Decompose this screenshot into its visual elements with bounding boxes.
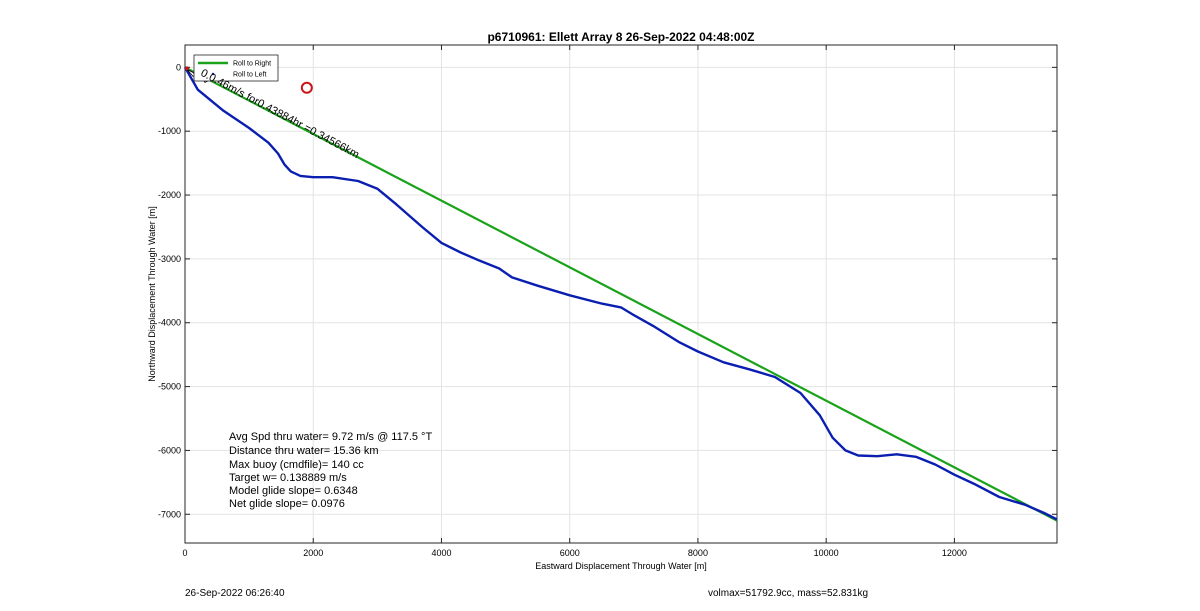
annotation-distance: Distance thru water= 15.36 km	[229, 445, 379, 457]
legend-label-roll-left: Roll to Left	[233, 72, 267, 79]
y-tick-label: -7000	[158, 509, 181, 519]
annotation-target-w: Target w= 0.138889 m/s	[229, 472, 347, 484]
y-tick-label: -6000	[158, 445, 181, 455]
grid	[184, 45, 1057, 543]
x-tick-label: 2000	[303, 548, 323, 558]
y-tick-label: -2000	[158, 190, 181, 200]
y-tick-label: -4000	[158, 318, 181, 328]
series-group	[183, 66, 1058, 522]
legend-label-roll-right: Roll to Right	[233, 61, 271, 68]
legend-box	[193, 54, 279, 82]
x-tick-label: 4000	[431, 548, 451, 558]
y-tick-label: -3000	[158, 254, 181, 264]
start-marker	[185, 66, 189, 71]
legend-swatch-roll-left	[211, 72, 215, 76]
annotation-max-buoy: Max buoy (cmdfile)= 140 cc	[229, 459, 364, 471]
annotation-model-glide: Model glide slope= 0.6348	[229, 485, 358, 497]
chart-title: p6710961: Ellett Array 8 26-Sep-2022 04:…	[487, 30, 754, 44]
y-tick-label: -1000	[158, 126, 181, 136]
legend: Roll to Right Roll to Left	[193, 54, 279, 82]
y-tick-label: 0	[176, 62, 181, 72]
series-line-roll-left	[183, 66, 1058, 521]
x-axis-label: Eastward Displacement Through Water [m]	[535, 561, 707, 571]
axis-ticks: 0 2000 4000 6000 8000 10000 12000 0 -1000 -2000 -3…	[158, 45, 1057, 558]
target-marker	[300, 81, 313, 94]
series-line-roll-right	[184, 66, 1058, 522]
y-axis-label: Northward Displacement Through Water [m]	[147, 206, 157, 382]
plot-area-frame	[184, 44, 1058, 544]
footer-volmax-mass: volmax=51792.9cc, mass=52.831kg	[708, 588, 869, 599]
x-tick-label: 10000	[814, 548, 839, 558]
y-tick-label: -5000	[158, 382, 181, 392]
annotation-net-glide: Net glide slope= 0.0976	[229, 498, 345, 510]
footer-timestamp: 26-Sep-2022 06:26:40	[185, 588, 285, 599]
current-vector-label: 0.0.46m/s for0.43884hr =0.34566km	[199, 67, 361, 161]
stats-annotations: Avg Spd thru water= 9.72 m/s @ 117.5 °T …	[229, 431, 432, 510]
x-tick-label: 8000	[688, 548, 708, 558]
x-tick-label: 12000	[942, 548, 967, 558]
x-tick-label: 0	[182, 548, 187, 558]
annotation-avg-speed: Avg Spd thru water= 9.72 m/s @ 117.5 °T	[229, 431, 432, 443]
x-tick-label: 6000	[560, 548, 580, 558]
